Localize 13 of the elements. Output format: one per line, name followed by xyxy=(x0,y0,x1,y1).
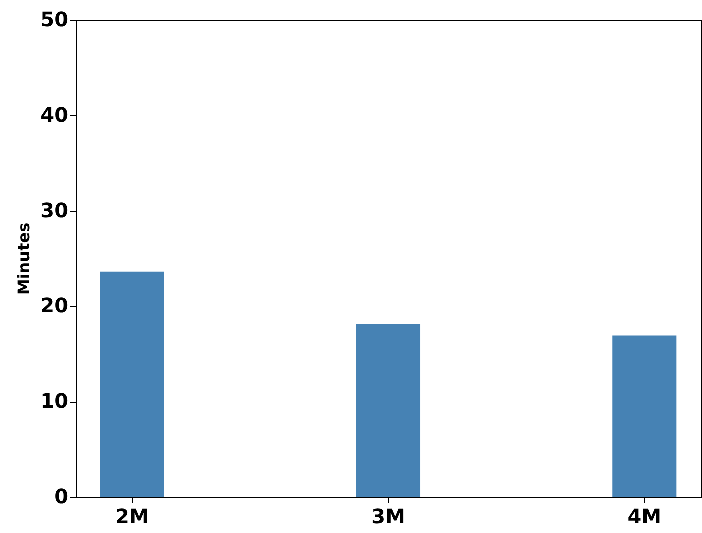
y-axis-title: Minutes xyxy=(14,222,34,296)
bar xyxy=(356,324,421,497)
bar xyxy=(100,272,164,497)
y-tick-label: 20 xyxy=(40,294,68,318)
bar xyxy=(612,336,677,497)
y-tick-label: 40 xyxy=(40,102,68,127)
y-tick-label: 50 xyxy=(40,8,68,32)
x-tick-label: 4M xyxy=(628,504,662,528)
y-tick-label: 30 xyxy=(40,198,68,222)
y-tick-label: 0 xyxy=(54,484,68,508)
y-tick-label: 10 xyxy=(40,389,68,414)
x-tick-label: 3M xyxy=(372,504,406,528)
x-tick-label: 2M xyxy=(115,504,150,528)
